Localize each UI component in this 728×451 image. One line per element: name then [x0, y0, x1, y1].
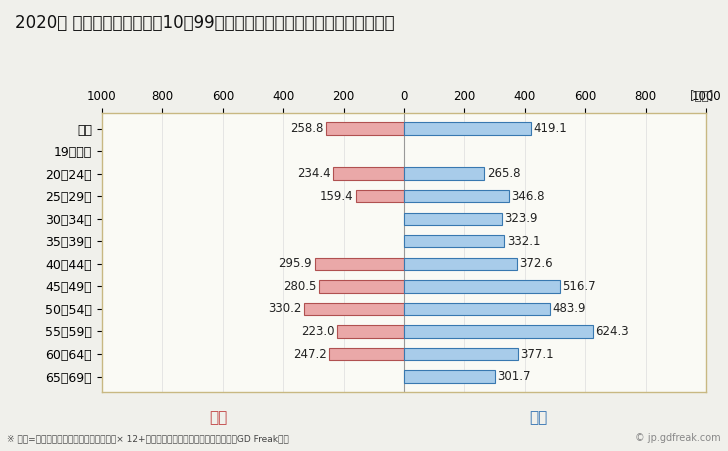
Bar: [404, 280, 560, 293]
Text: 265.8: 265.8: [487, 167, 521, 180]
Bar: [404, 348, 518, 360]
Bar: [404, 235, 505, 248]
Text: 234.4: 234.4: [297, 167, 331, 180]
Text: 624.3: 624.3: [595, 325, 629, 338]
Text: 223.0: 223.0: [301, 325, 334, 338]
Text: 258.8: 258.8: [290, 122, 323, 135]
Bar: [333, 167, 404, 180]
Text: 483.9: 483.9: [553, 303, 586, 315]
Bar: [404, 167, 484, 180]
Text: [万円]: [万円]: [690, 90, 713, 103]
Text: © jp.gdfreak.com: © jp.gdfreak.com: [635, 433, 721, 443]
Text: 159.4: 159.4: [320, 190, 354, 202]
Text: 2020年 民間企業（従業者数10〜99人）フルタイム労働者の男女別平均年収: 2020年 民間企業（従業者数10〜99人）フルタイム労働者の男女別平均年収: [15, 14, 394, 32]
Bar: [404, 370, 495, 383]
Bar: [404, 258, 517, 270]
Text: 323.9: 323.9: [505, 212, 538, 225]
Text: 247.2: 247.2: [293, 348, 327, 360]
Text: 280.5: 280.5: [283, 280, 317, 293]
Text: 男性: 男性: [529, 410, 548, 425]
Bar: [404, 325, 593, 338]
Bar: [404, 212, 502, 225]
Bar: [329, 348, 404, 360]
Bar: [336, 325, 404, 338]
Text: 377.1: 377.1: [521, 348, 554, 360]
Bar: [356, 190, 404, 202]
Bar: [320, 280, 404, 293]
Text: 295.9: 295.9: [279, 258, 312, 270]
Text: 330.2: 330.2: [269, 303, 302, 315]
Bar: [304, 303, 404, 315]
Text: 女性: 女性: [209, 410, 228, 425]
Text: 332.1: 332.1: [507, 235, 540, 248]
Text: 419.1: 419.1: [533, 122, 567, 135]
Text: 516.7: 516.7: [563, 280, 596, 293]
Bar: [314, 258, 404, 270]
Text: ※ 年収=「きまって支給する現金給与額」× 12+「年間賞与その他特別給与額」としてGD Freak推計: ※ 年収=「きまって支給する現金給与額」× 12+「年間賞与その他特別給与額」と…: [7, 434, 289, 443]
Text: 372.6: 372.6: [519, 258, 553, 270]
Bar: [404, 122, 531, 135]
Bar: [326, 122, 404, 135]
Bar: [404, 303, 550, 315]
Text: 301.7: 301.7: [498, 370, 531, 383]
Text: 346.8: 346.8: [511, 190, 545, 202]
Bar: [404, 190, 509, 202]
